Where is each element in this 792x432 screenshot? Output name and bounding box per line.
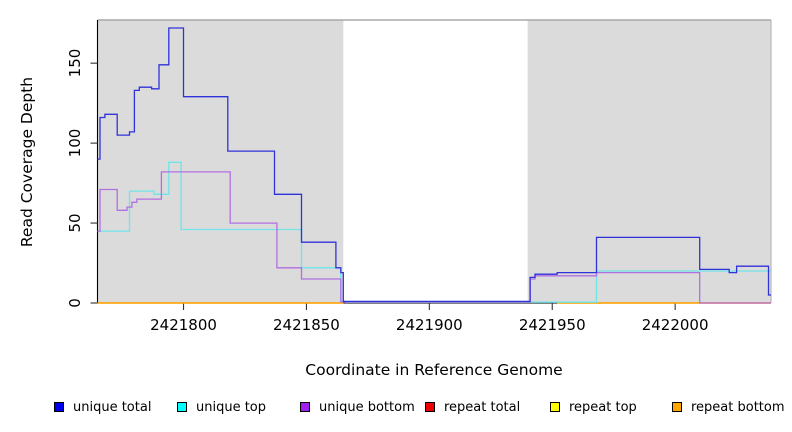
y-tick-label: 50	[66, 213, 84, 233]
x-tick-label: 2421900	[395, 316, 463, 334]
x-tick-label: 2421850	[273, 316, 340, 334]
x-tick-label: 2422000	[641, 316, 709, 334]
covered-region-shading	[527, 20, 771, 303]
series-unique-bottom	[97, 171, 771, 304]
y-tick-label: 0	[66, 298, 84, 308]
y-axis-label: Read Coverage Depth	[18, 76, 36, 248]
x-tick-label: 2421800	[150, 316, 217, 334]
y-tick-label: 100	[66, 128, 84, 158]
x-axis-label: Coordinate in Reference Genome	[305, 361, 563, 379]
x-tick-label: 2421950	[518, 316, 586, 334]
series-unique-total	[97, 27, 771, 303]
covered-region-shading	[97, 20, 344, 303]
y-tick-label: 150	[66, 48, 84, 78]
